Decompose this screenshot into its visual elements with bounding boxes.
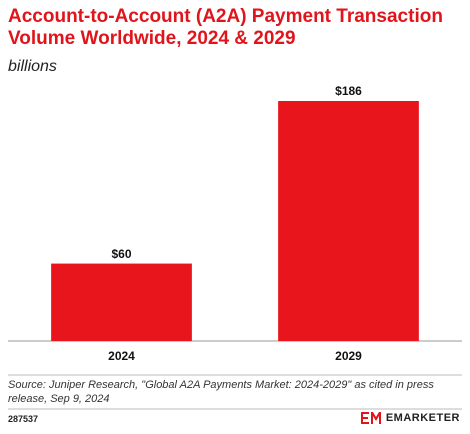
bar	[51, 263, 192, 341]
brand-name: EMARKETER	[385, 412, 460, 424]
chart-title: Account-to-Account (A2A) Payment Transac…	[8, 6, 443, 49]
chart-subtitle: billions	[8, 58, 57, 75]
x-tick-label: 2029	[335, 349, 362, 363]
value-label: $60	[111, 247, 131, 261]
value-label: $186	[335, 84, 362, 98]
logo	[360, 412, 381, 424]
brand: EMARKETER	[360, 412, 460, 424]
x-tick-label: 2024	[108, 349, 135, 363]
chart-id: 287537	[8, 414, 39, 424]
source-note: Source: Juniper Research, "Global A2A Pa…	[8, 379, 434, 405]
bar	[278, 101, 419, 341]
